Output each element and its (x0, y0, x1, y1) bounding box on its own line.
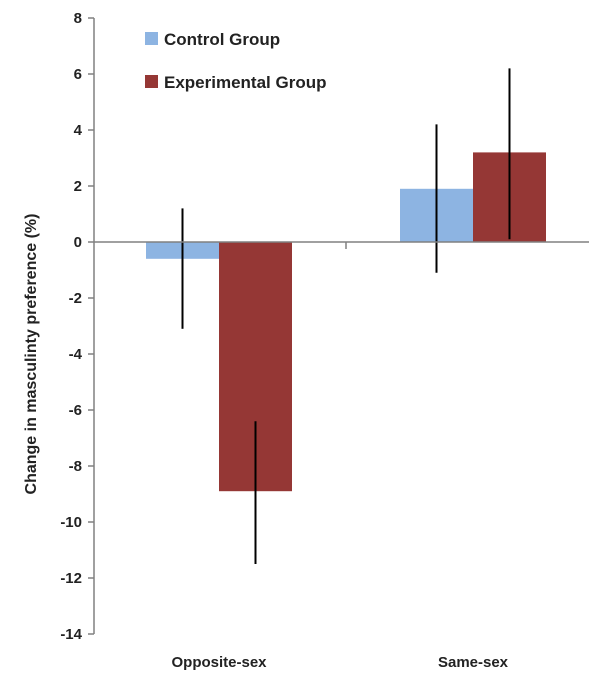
x-category-label: Same-sex (438, 654, 509, 671)
legend-swatch (145, 32, 158, 45)
y-tick-label: -6 (69, 402, 82, 419)
legend-label: Experimental Group (164, 73, 326, 92)
axes-layer: 8 6 4 2 0 -2 -4 -6 -8 -10 -12 -14 Opposite-sex Same-s… (60, 10, 589, 671)
bars-layer (146, 152, 546, 492)
y-tick-label: 6 (74, 66, 82, 83)
y-tick-label: -14 (60, 626, 82, 643)
y-tick-label: -8 (69, 458, 82, 475)
y-tick-label: 8 (74, 10, 82, 27)
y-tick-label: 2 (74, 178, 82, 195)
y-tick-label: -2 (69, 290, 82, 307)
x-category-label: Opposite-sex (171, 654, 267, 671)
y-tick-label: -10 (60, 514, 82, 531)
y-axis-title: Change in masculinty preference (%) (23, 214, 40, 495)
y-tick-label: -12 (60, 570, 82, 587)
legend: Control Group Experimental Group (145, 30, 326, 92)
legend-label: Control Group (164, 30, 280, 49)
legend-swatch (145, 75, 158, 88)
error-bars-layer (181, 68, 511, 564)
y-tick-label: 0 (74, 234, 82, 251)
y-tick-label: -4 (69, 346, 83, 363)
y-tick-label: 4 (74, 122, 83, 139)
